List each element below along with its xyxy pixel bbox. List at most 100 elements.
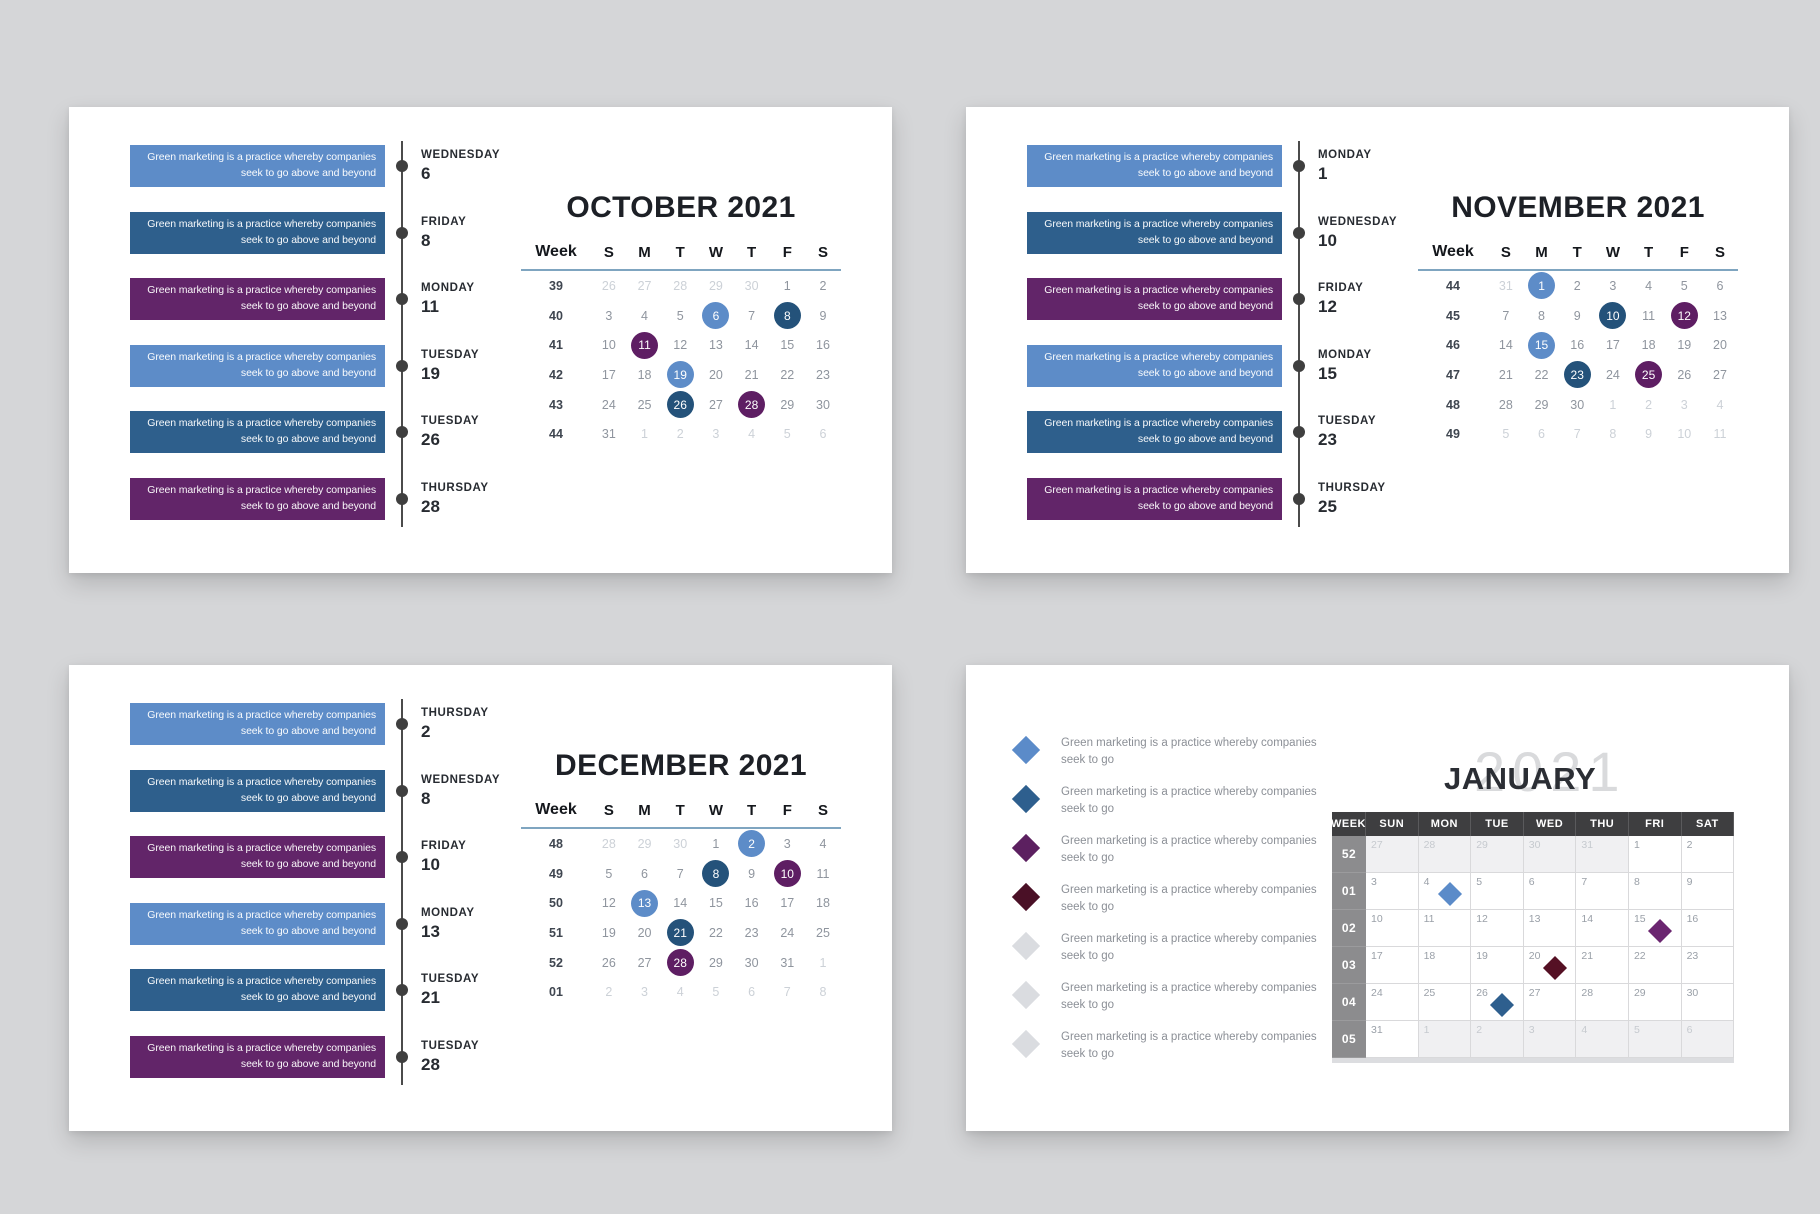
calendar-day: 25 (816, 925, 830, 940)
event-bar: Green marketing is a practice whereby co… (130, 411, 385, 454)
timeline-dot (396, 851, 408, 864)
calendar-day: 25 (637, 397, 652, 412)
calendar-day: 15 (780, 338, 795, 353)
legend-text: Green marketing is a practice whereby co… (1061, 1029, 1317, 1064)
calendar-day: 19 (1677, 338, 1692, 353)
january-week-number: 05 (1332, 1021, 1366, 1058)
january-column-header: FRI (1628, 812, 1682, 836)
calendar-day: 13 (1713, 308, 1727, 323)
calendar-day: 27 (708, 397, 723, 412)
highlighted-day: 10 (1599, 302, 1627, 330)
week-column-header: Week (1418, 241, 1488, 271)
january-week-number: 52 (1332, 836, 1366, 873)
event-day-number: 10 (421, 855, 440, 875)
slide-december[interactable]: Green marketing is a practice whereby co… (69, 665, 892, 1131)
january-day-cell: 15 (1628, 910, 1682, 947)
calendar-day: 23 (1559, 360, 1595, 390)
calendar-day: 8 (1538, 308, 1545, 323)
calendar-day: 30 (744, 278, 759, 293)
event-day-number: 28 (421, 497, 440, 516)
event-text-line2: seek to go above and beyond (240, 366, 376, 379)
january-column-header: TUE (1471, 812, 1524, 836)
day-column-header: T (733, 241, 770, 271)
january-column-header: WEEK (1331, 812, 1366, 836)
calendar-day: 9 (748, 866, 756, 881)
slide-october[interactable]: Green marketing is a practice whereby co… (69, 107, 892, 573)
january-day-cell: 6 (1681, 1021, 1735, 1058)
calendar-day: 7 (1573, 427, 1581, 442)
day-column-header: W (698, 799, 734, 829)
january-day-cell: 4 (1576, 1021, 1629, 1058)
calendar-day: 1 (783, 278, 791, 293)
calendar-day: 2 (1573, 278, 1581, 293)
day-column-header: S (805, 241, 841, 271)
slide-november[interactable]: Green marketing is a practice whereby co… (966, 107, 1789, 573)
timeline-dot (396, 718, 408, 730)
event-day-number: 15 (1318, 363, 1337, 383)
event-day-number: 12 (1318, 297, 1337, 317)
january-day-cell: 4 (1418, 873, 1472, 910)
highlighted-day: 28 (666, 949, 694, 977)
event-bar: Green marketing is a practice whereby co… (130, 836, 385, 879)
event-day-label: WEDNESDAY 10 (1318, 216, 1397, 251)
event-text-line1: Green marketing is a practice whereby co… (147, 975, 376, 988)
week-number: 47 (1446, 367, 1460, 382)
january-day-cell: 29 (1471, 836, 1524, 873)
week-column-header: Week (521, 241, 591, 271)
calendar-day: 5 (676, 308, 684, 323)
slide-january[interactable]: Green marketing is a practice whereby co… (966, 665, 1789, 1131)
week-number: 40 (549, 308, 563, 323)
event-bar: Green marketing is a practice whereby co… (130, 703, 385, 745)
events-list: Green marketing is a practice whereby co… (69, 665, 892, 1131)
calendar-day: 22 (708, 925, 723, 940)
day-column-header: T (662, 799, 699, 829)
calendar-day: 9 (819, 308, 827, 323)
legend-text-line1: Green marketing is a practice whereby co… (1061, 835, 1317, 847)
calendar-day: 10 (1595, 301, 1631, 331)
legend-diamond-icon (1011, 882, 1041, 912)
calendar-day: 7 (1502, 308, 1510, 323)
calendar-day: 27 (1713, 367, 1727, 382)
calendar-day: 3 (712, 427, 720, 442)
calendar-day: 8 (698, 859, 734, 889)
calendar-day: 2 (734, 829, 770, 859)
events-list: Green marketing is a practice whereby co… (966, 107, 1789, 573)
calendar-day: 3 (605, 308, 613, 323)
event-text-line2: seek to go above and beyond (240, 724, 376, 737)
legend-text-line2: seek to go (1061, 1048, 1115, 1061)
event-text-line2: seek to go above and beyond (1137, 300, 1273, 313)
timeline (401, 141, 403, 527)
event-day-name: MONDAY (1318, 348, 1372, 361)
event-day-number: 1 (1318, 164, 1328, 183)
event-day-label: TUESDAY 23 (1318, 415, 1376, 450)
january-day-cell: 3 (1366, 873, 1419, 910)
week-number: 46 (1446, 338, 1460, 353)
calendar-day: 11 (1642, 308, 1656, 323)
calendar-day: 17 (780, 896, 795, 911)
event-bar: Green marketing is a practice whereby co… (130, 211, 385, 254)
day-column-header: S (1702, 241, 1738, 271)
event-day-label: MONDAY 13 (421, 907, 475, 942)
calendar-day: 11 (1713, 427, 1727, 442)
day-column-header: T (1559, 241, 1596, 271)
timeline-dot (396, 359, 408, 372)
calendar-day: 20 (708, 367, 723, 382)
day-column-header: F (769, 241, 806, 271)
highlighted-day: 1 (1528, 272, 1556, 300)
day-column-header: T (733, 799, 770, 829)
marker-diamond-icon (1647, 918, 1672, 943)
week-number: 51 (549, 925, 563, 940)
legend-text-line1: Green marketing is a practice whereby co… (1061, 737, 1317, 749)
january-day-cell: 21 (1576, 947, 1629, 984)
timeline-dot (396, 226, 408, 239)
calendar-october: OCTOBER 2021 Week S M T W T F S 39 26 27 28 29 30 1 2 40… (521, 191, 841, 449)
timeline (1298, 141, 1300, 527)
event-day-label: MONDAY 1 (1318, 149, 1372, 184)
calendar-day: 7 (676, 866, 684, 881)
calendar-grid: Week S M T W T F S 39 26 27 28 29 30 1 2 40 3 4 5 6 7 8 9 41 10 11… (521, 241, 841, 449)
calendar-day: 16 (744, 896, 759, 911)
january-day-cell: 7 (1576, 873, 1629, 910)
timeline-dot (396, 917, 408, 930)
january-week-number: 04 (1332, 984, 1366, 1021)
event-bar: Green marketing is a practice whereby co… (1027, 478, 1282, 520)
